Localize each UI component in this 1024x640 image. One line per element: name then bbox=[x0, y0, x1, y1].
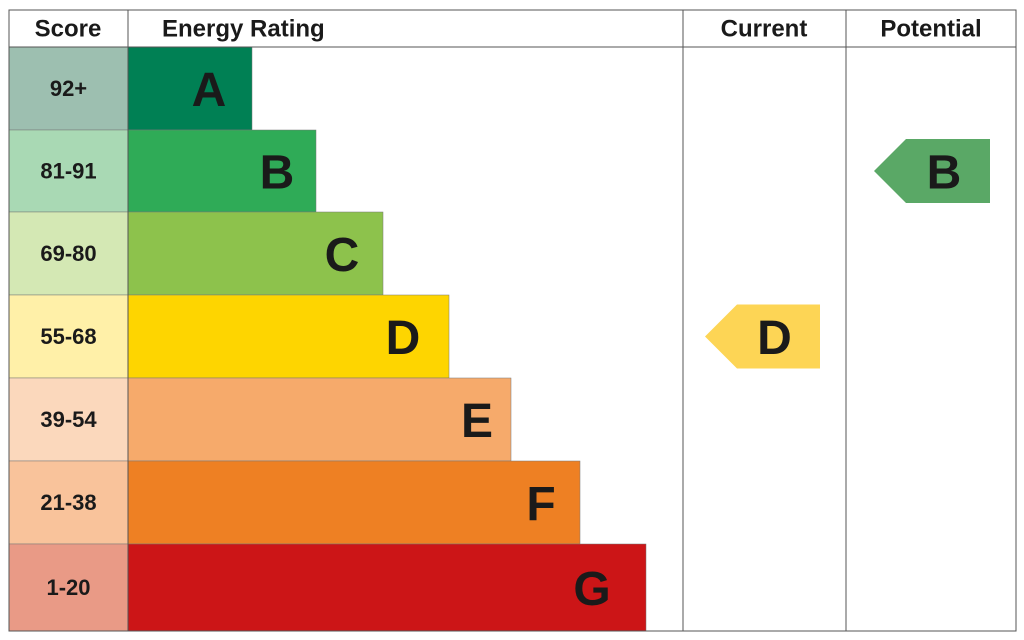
header-potential: Potential bbox=[880, 16, 981, 43]
score-label: 69-80 bbox=[40, 241, 96, 266]
score-label: 81-91 bbox=[40, 159, 96, 184]
header-energy-rating: Energy Rating bbox=[162, 16, 325, 43]
rating-letter: G bbox=[573, 563, 610, 616]
rating-letter: D bbox=[386, 312, 421, 365]
score-cell bbox=[8, 543, 129, 632]
header-current: Current bbox=[721, 16, 808, 43]
rating-bar bbox=[127, 294, 450, 379]
score-label: 39-54 bbox=[40, 407, 97, 432]
score-cell bbox=[8, 46, 129, 131]
rating-letter: C bbox=[325, 229, 360, 282]
header-score: Score bbox=[35, 16, 102, 43]
rating-bar bbox=[127, 460, 581, 545]
rating-letter: E bbox=[461, 395, 493, 448]
score-cell bbox=[8, 211, 129, 296]
potential-rating: B bbox=[927, 147, 962, 200]
score-label: 92+ bbox=[50, 76, 87, 101]
rating-letter: A bbox=[192, 64, 227, 117]
rating-bar bbox=[127, 543, 647, 632]
rating-bar bbox=[127, 129, 317, 213]
score-label: 1-20 bbox=[46, 575, 90, 600]
rating-letter: B bbox=[260, 147, 295, 200]
potential-arrow bbox=[874, 139, 990, 203]
score-label: 55-68 bbox=[40, 324, 96, 349]
score-label: 21-38 bbox=[40, 490, 96, 515]
rating-letter: F bbox=[526, 478, 555, 531]
rating-bar bbox=[127, 211, 384, 296]
rating-bar bbox=[127, 377, 512, 462]
score-cell bbox=[8, 294, 129, 379]
score-cell bbox=[8, 129, 129, 213]
rating-bar bbox=[127, 46, 253, 131]
current-arrow bbox=[705, 304, 820, 369]
current-rating: D bbox=[757, 312, 792, 365]
score-cell bbox=[8, 377, 129, 462]
frame bbox=[8, 9, 1017, 632]
